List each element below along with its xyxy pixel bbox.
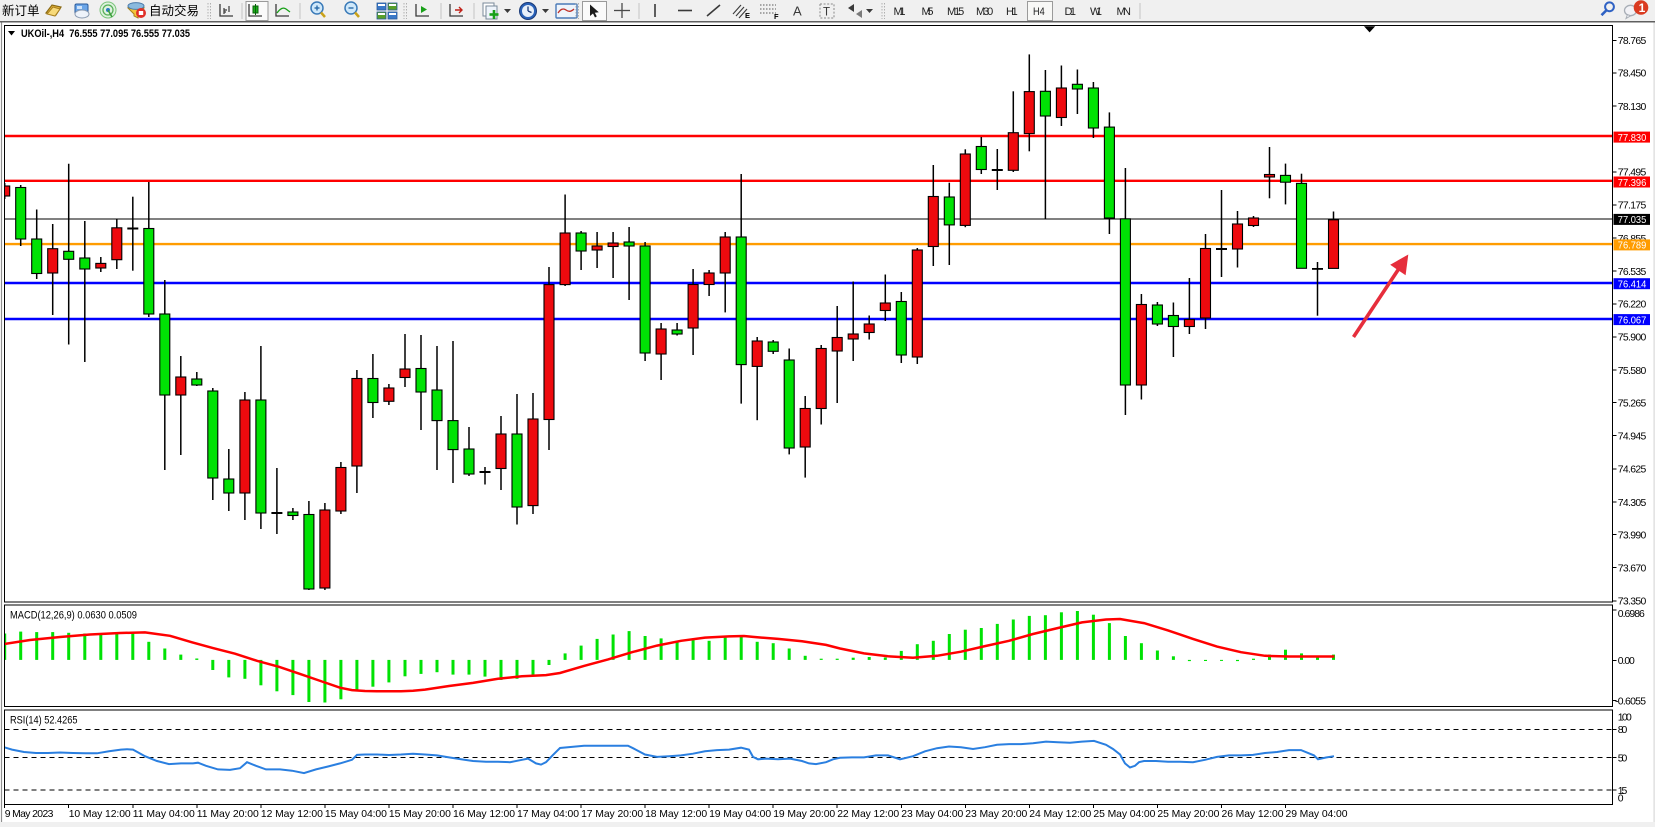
svg-text:100: 100 — [1618, 712, 1632, 723]
svg-text:15 May 04:00: 15 May 04:00 — [325, 809, 387, 820]
svg-text:MN: MN — [1117, 6, 1132, 18]
svg-text:自动交易: 自动交易 — [149, 3, 199, 18]
svg-text:19 May 04:00: 19 May 04:00 — [709, 809, 771, 820]
svg-text:24 May 12:00: 24 May 12:00 — [1029, 809, 1091, 820]
svg-text:76.067: 76.067 — [1618, 315, 1647, 326]
svg-text:17 May 20:00: 17 May 20:00 — [581, 809, 643, 820]
svg-text:25 May 20:00: 25 May 20:00 — [1157, 809, 1219, 820]
svg-text:23 May 04:00: 23 May 04:00 — [901, 809, 963, 820]
svg-text:18 May 12:00: 18 May 12:00 — [645, 809, 707, 820]
svg-text:新订单: 新订单 — [2, 3, 40, 18]
svg-text:74.945: 74.945 — [1618, 432, 1647, 443]
svg-text:A: A — [793, 4, 802, 19]
svg-text:H4: H4 — [1033, 6, 1045, 18]
svg-text:15 May 20:00: 15 May 20:00 — [389, 809, 451, 820]
svg-text:M1: M1 — [894, 6, 906, 18]
svg-text:12 May 12:00: 12 May 12:00 — [261, 809, 323, 820]
svg-text:11 May 20:00: 11 May 20:00 — [197, 809, 259, 820]
svg-text:0.00: 0.00 — [1618, 656, 1635, 667]
svg-text:50: 50 — [1618, 753, 1628, 764]
svg-text:29 May 04:00: 29 May 04:00 — [1286, 809, 1348, 820]
svg-text:75.900: 75.900 — [1618, 333, 1647, 344]
svg-text:D1: D1 — [1065, 6, 1077, 18]
svg-text:22 May 12:00: 22 May 12:00 — [837, 809, 899, 820]
svg-text:23 May 20:00: 23 May 20:00 — [965, 809, 1027, 820]
svg-text:76.789: 76.789 — [1618, 241, 1647, 252]
svg-text:74.305: 74.305 — [1618, 498, 1647, 509]
svg-text:T: T — [823, 7, 830, 19]
svg-text:17 May 04:00: 17 May 04:00 — [517, 809, 579, 820]
svg-text:H1: H1 — [1006, 6, 1018, 18]
svg-text:UKOil-,H4 76.555 77.095 76.55: UKOil-,H4 76.555 77.095 76.555 77.035 — [21, 28, 190, 40]
svg-text:77.396: 77.396 — [1618, 178, 1647, 189]
svg-text:E: E — [745, 11, 750, 20]
svg-text:1: 1 — [1639, 1, 1646, 15]
svg-text:F: F — [774, 12, 779, 21]
svg-text:75.265: 75.265 — [1618, 398, 1647, 409]
svg-text:78.450: 78.450 — [1618, 69, 1647, 80]
svg-text:9 May 2023: 9 May 2023 — [5, 809, 54, 820]
svg-text:80: 80 — [1618, 725, 1628, 736]
svg-text:W1: W1 — [1090, 6, 1102, 18]
svg-text:25 May 04:00: 25 May 04:00 — [1093, 809, 1155, 820]
svg-text:78.130: 78.130 — [1618, 102, 1647, 113]
svg-text:77.495: 77.495 — [1618, 168, 1647, 179]
svg-text:76.414: 76.414 — [1618, 280, 1647, 291]
svg-text:75.580: 75.580 — [1618, 366, 1647, 377]
svg-text:10 May 12:00: 10 May 12:00 — [69, 809, 131, 820]
svg-text:76.220: 76.220 — [1618, 300, 1647, 311]
svg-text:26 May 12:00: 26 May 12:00 — [1222, 809, 1284, 820]
svg-text:76.855: 76.855 — [1618, 234, 1647, 245]
svg-text:0: 0 — [1618, 794, 1624, 805]
svg-text:RSI(14) 52.4265: RSI(14) 52.4265 — [10, 715, 78, 727]
svg-text:78.765: 78.765 — [1618, 36, 1647, 47]
svg-text:-0.6055: -0.6055 — [1615, 696, 1646, 707]
svg-text:0.6986: 0.6986 — [1618, 609, 1645, 620]
svg-text:74.625: 74.625 — [1618, 465, 1647, 476]
svg-text:77.175: 77.175 — [1618, 201, 1647, 212]
svg-text:73.350: 73.350 — [1618, 597, 1647, 608]
svg-text:19 May 20:00: 19 May 20:00 — [773, 809, 835, 820]
svg-text:77.830: 77.830 — [1618, 133, 1647, 144]
svg-text:73.670: 73.670 — [1618, 564, 1647, 575]
svg-text:16 May 12:00: 16 May 12:00 — [453, 809, 515, 820]
svg-text:73.990: 73.990 — [1618, 530, 1647, 541]
svg-text:M30: M30 — [976, 6, 993, 18]
svg-text:MACD(12,26,9) 0.0630 0.0509: MACD(12,26,9) 0.0630 0.0509 — [10, 610, 137, 622]
svg-text:11 May 04:00: 11 May 04:00 — [133, 809, 195, 820]
svg-text:77.035: 77.035 — [1618, 215, 1647, 226]
svg-text:76.535: 76.535 — [1618, 267, 1647, 278]
svg-text:15: 15 — [1618, 786, 1628, 797]
svg-text:M15: M15 — [947, 6, 964, 18]
svg-text:M5: M5 — [922, 6, 934, 18]
